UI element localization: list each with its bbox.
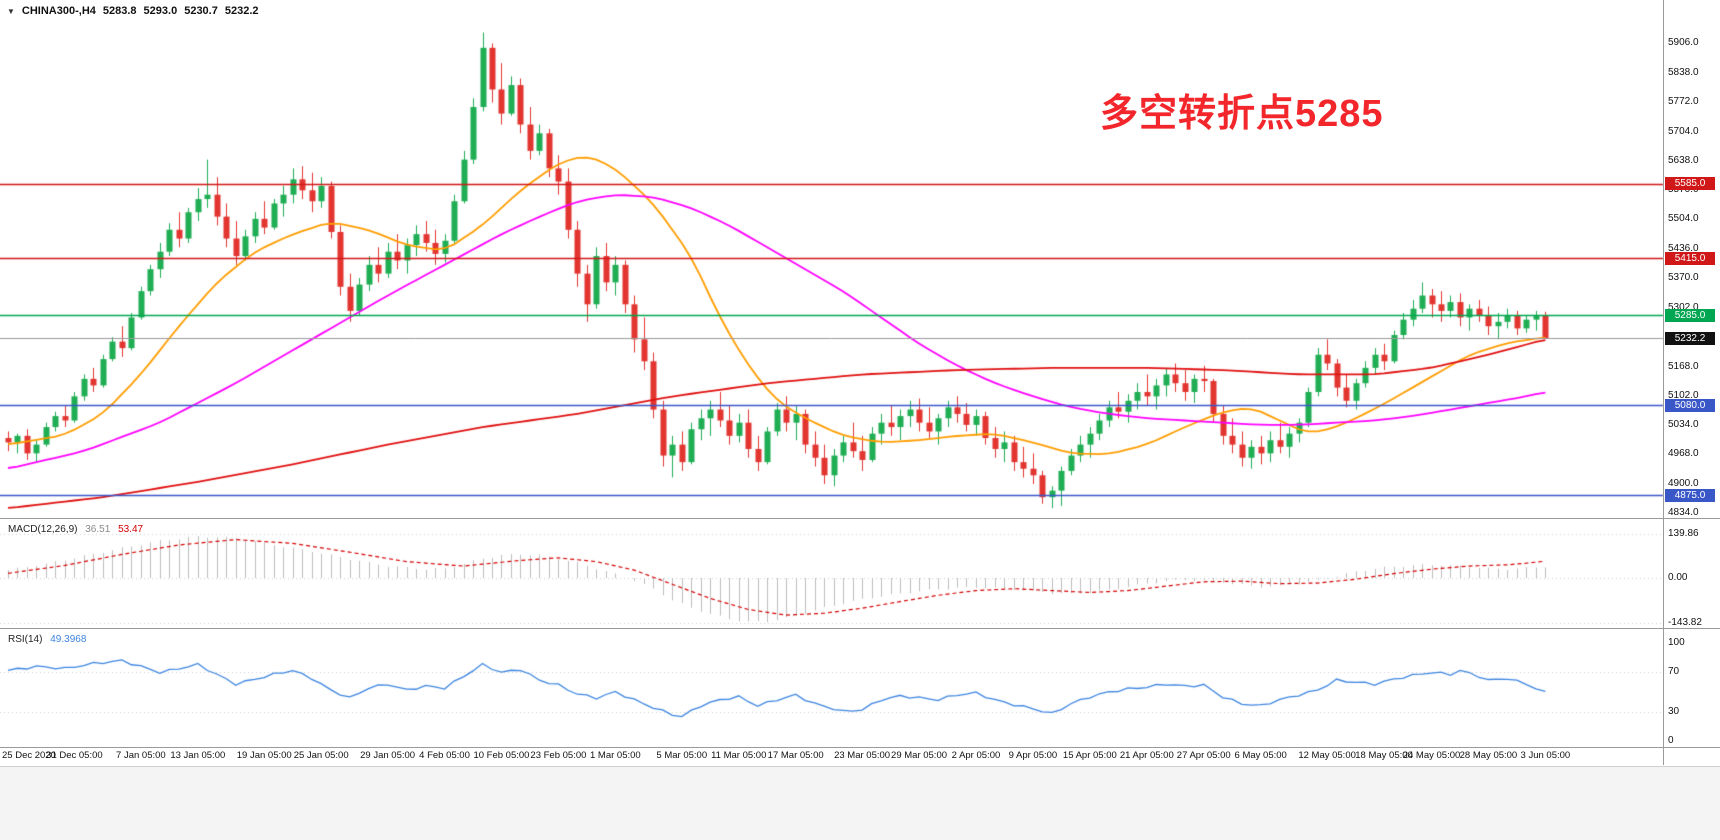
time-axis-label: 29 Jan 05:00 <box>360 750 416 761</box>
price-axis-tick: 5838.0 <box>1668 66 1699 78</box>
rsi-axis-tick: 30 <box>1668 705 1680 717</box>
rsi-axis-tick: 0 <box>1668 735 1674 746</box>
time-axis-label: 9 Apr 05:00 <box>1008 750 1058 761</box>
time-axis-label: 24 May 05:00 <box>1402 750 1461 761</box>
time-axis-label: 23 Mar 05:00 <box>834 750 891 761</box>
time-axis-label: 19 Jan 05:00 <box>236 750 292 761</box>
macd-signal-value: 53.47 <box>118 524 144 535</box>
last-price-tag: 5232.2 <box>1665 331 1715 345</box>
price-level-tag: 5080.0 <box>1665 398 1715 412</box>
price-axis-tick: 5302.0 <box>1668 301 1699 313</box>
chart-text-annotation[interactable]: 多空转折点5285 <box>1100 93 1384 135</box>
time-axis-label: 29 Mar 05:00 <box>891 750 948 761</box>
price-axis-tick: 5638.0 <box>1668 154 1699 166</box>
macd-axis-tick: 0.00 <box>1668 572 1688 583</box>
time-axis-label: 10 Feb 05:00 <box>473 750 530 761</box>
symbol-period-label: CHINA300-,H4 <box>21 5 96 17</box>
price-axis-tick: 5704.0 <box>1668 125 1699 137</box>
panel-separator <box>0 747 1720 748</box>
quick-trade-dropdown-icon[interactable]: ▼ <box>7 6 15 16</box>
rsi-value: 49.3968 <box>50 634 87 645</box>
macd-indicator-canvas[interactable] <box>0 518 1720 628</box>
price-axis-tick: 4834.0 <box>1668 507 1699 518</box>
price-chart-canvas[interactable] <box>0 0 1720 518</box>
time-axis-label: 13 Jan 05:00 <box>170 750 226 761</box>
time-axis-label: 25 Jan 05:00 <box>293 750 349 761</box>
macd-axis-tick: 139.86 <box>1668 528 1699 539</box>
time-axis-label: 27 Apr 05:00 <box>1176 750 1231 761</box>
price-level-tag: 5285.0 <box>1665 308 1715 322</box>
price-axis-tick: 5906.0 <box>1668 37 1699 48</box>
price-axis-tick: 5370.0 <box>1668 272 1699 283</box>
time-axis-label: 18 May 05:00 <box>1355 750 1413 761</box>
bottom-empty-area <box>0 766 1720 840</box>
macd-label-row: MACD(12,26,9) 36.51 53.47 <box>8 524 143 535</box>
macd-name-label: MACD(12,26,9) <box>8 524 78 535</box>
time-axis-label: 17 Mar 05:00 <box>767 750 824 761</box>
panel-separator <box>0 518 1720 519</box>
price-axis-tick: 5168.0 <box>1668 360 1699 372</box>
price-axis-tick: 4900.0 <box>1668 478 1699 490</box>
time-axis-label: 15 Apr 05:00 <box>1062 750 1117 761</box>
time-axis-label: 1 Mar 05:00 <box>590 750 641 761</box>
time-axis-label: 6 May 05:00 <box>1234 750 1287 761</box>
bar-low-value: 5230.7 <box>184 5 218 17</box>
price-level-tag: 5585.0 <box>1665 177 1715 191</box>
price-axis-divider <box>1663 0 1664 765</box>
rsi-indicator-canvas[interactable] <box>0 628 1720 747</box>
bar-high-value: 5293.0 <box>143 5 178 17</box>
time-axis-label: 28 May 05:00 <box>1459 750 1518 761</box>
time-axis-label: 2 Apr 05:00 <box>951 750 1001 761</box>
time-axis-label: 11 Mar 05:00 <box>711 750 767 761</box>
time-axis-label: 5 Mar 05:00 <box>656 750 708 761</box>
macd-main-value: 36.51 <box>85 524 111 535</box>
time-axis-label: 23 Feb 05:00 <box>530 750 587 761</box>
price-axis-tick: 5034.0 <box>1668 419 1699 431</box>
rsi-axis-tick: 100 <box>1668 637 1685 648</box>
time-axis-label: 31 Dec 05:00 <box>46 750 103 761</box>
time-axis-label: 3 Jun 05:00 <box>1520 750 1571 761</box>
price-level-tag: 5415.0 <box>1665 251 1715 265</box>
time-axis-label: 4 Feb 05:00 <box>419 750 470 761</box>
price-axis-tick: 5772.0 <box>1668 95 1699 107</box>
price-axis-tick: 5102.0 <box>1668 389 1699 401</box>
panel-separator <box>0 628 1720 629</box>
price-axis-tick: 5504.0 <box>1668 213 1699 225</box>
bar-open-value: 5283.8 <box>102 5 137 17</box>
bar-close-value: 5232.2 <box>224 5 259 17</box>
price-axis-tick: 4968.0 <box>1668 448 1699 460</box>
macd-axis-tick: -143.82 <box>1668 617 1702 629</box>
time-axis-label: 12 May 05:00 <box>1298 750 1356 761</box>
rsi-axis-tick: 70 <box>1668 666 1680 678</box>
time-axis-label: 7 Jan 05:00 <box>116 750 166 761</box>
rsi-label-row: RSI(14) 49.3968 <box>8 634 86 645</box>
time-axis-label: 21 Apr 05:00 <box>1119 750 1174 761</box>
rsi-name-label: RSI(14) <box>8 634 43 645</box>
symbol-info-bar: ▼ CHINA300-,H4 5283.8 5293.0 5230.7 5232… <box>7 5 259 17</box>
price-axis-tick: 5436.0 <box>1668 243 1699 255</box>
price-level-tag: 4875.0 <box>1665 488 1715 502</box>
time-axis-label: 25 Dec 2020 <box>2 750 56 761</box>
